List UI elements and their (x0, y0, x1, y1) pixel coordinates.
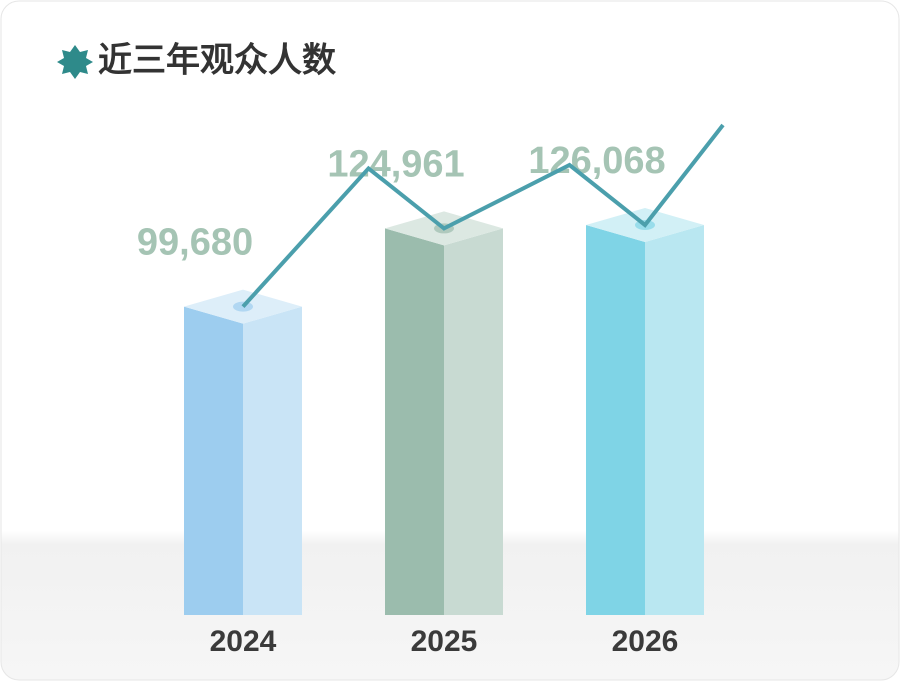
bar (385, 211, 503, 616)
bar-face-left (184, 306, 243, 615)
value-label: 99,680 (137, 222, 253, 264)
title-icon (57, 45, 93, 79)
bar-face-right (243, 306, 302, 615)
bar-face-right (444, 228, 503, 616)
value-label: 124,961 (327, 143, 464, 185)
x-tick-label: 2024 (210, 625, 277, 658)
bar (586, 208, 704, 615)
bar (184, 289, 302, 615)
x-tick-label: 2026 (612, 625, 679, 658)
bar-face-left (586, 225, 645, 615)
chart-title: 近三年观众人数 (98, 41, 336, 81)
x-tick-label: 2025 (411, 625, 478, 658)
bar-face-right (645, 225, 704, 615)
bar-face-left (385, 228, 444, 616)
trend-line (241, 123, 725, 308)
